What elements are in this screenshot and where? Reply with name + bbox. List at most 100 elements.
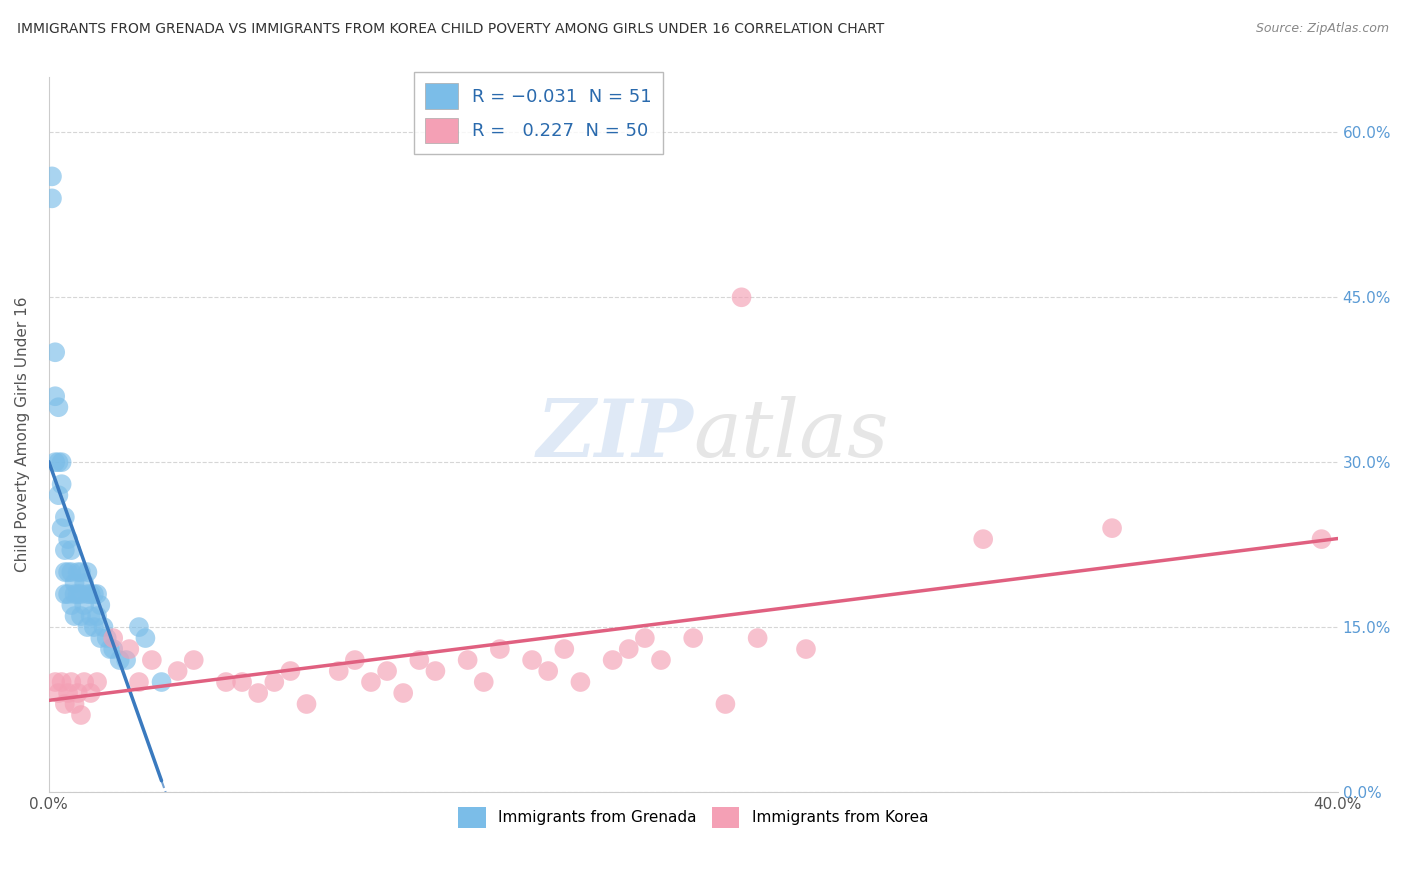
Point — [79, 686, 101, 700]
Point — [66, 565, 89, 579]
Point — [76, 565, 98, 579]
Point — [166, 664, 188, 678]
Point — [63, 609, 86, 624]
Point — [108, 653, 131, 667]
Point — [51, 455, 73, 469]
Point — [457, 653, 479, 667]
Point — [141, 653, 163, 667]
Point — [650, 653, 672, 667]
Point — [76, 620, 98, 634]
Point — [183, 653, 205, 667]
Point — [53, 587, 76, 601]
Point — [51, 675, 73, 690]
Point — [747, 631, 769, 645]
Point — [60, 675, 83, 690]
Point — [537, 664, 560, 678]
Point — [553, 642, 575, 657]
Text: IMMIGRANTS FROM GRENADA VS IMMIGRANTS FROM KOREA CHILD POVERTY AMONG GIRLS UNDER: IMMIGRANTS FROM GRENADA VS IMMIGRANTS FR… — [17, 22, 884, 37]
Point — [53, 510, 76, 524]
Point — [48, 488, 70, 502]
Point — [79, 587, 101, 601]
Point — [51, 521, 73, 535]
Point — [56, 587, 79, 601]
Point — [392, 686, 415, 700]
Point — [118, 642, 141, 657]
Point — [60, 543, 83, 558]
Point — [1310, 532, 1333, 546]
Point — [51, 477, 73, 491]
Point — [128, 620, 150, 634]
Point — [44, 389, 66, 403]
Point — [714, 697, 737, 711]
Point — [103, 631, 125, 645]
Point — [375, 664, 398, 678]
Point — [520, 653, 543, 667]
Point — [48, 686, 70, 700]
Point — [730, 290, 752, 304]
Point — [150, 675, 173, 690]
Point — [53, 565, 76, 579]
Point — [280, 664, 302, 678]
Point — [73, 675, 96, 690]
Point — [41, 169, 63, 184]
Point — [972, 532, 994, 546]
Point — [76, 587, 98, 601]
Point — [89, 631, 111, 645]
Point — [263, 675, 285, 690]
Point — [48, 401, 70, 415]
Point — [63, 576, 86, 591]
Point — [472, 675, 495, 690]
Point — [96, 631, 118, 645]
Point — [489, 642, 512, 657]
Text: atlas: atlas — [693, 396, 889, 474]
Point — [79, 609, 101, 624]
Point — [343, 653, 366, 667]
Point — [60, 598, 83, 612]
Point — [86, 609, 108, 624]
Point — [44, 455, 66, 469]
Point — [83, 587, 105, 601]
Point — [408, 653, 430, 667]
Point — [682, 631, 704, 645]
Point — [295, 697, 318, 711]
Point — [103, 642, 125, 657]
Point — [63, 587, 86, 601]
Point — [44, 345, 66, 359]
Point — [602, 653, 624, 667]
Point — [70, 587, 93, 601]
Point — [360, 675, 382, 690]
Text: Source: ZipAtlas.com: Source: ZipAtlas.com — [1256, 22, 1389, 36]
Point — [617, 642, 640, 657]
Point — [73, 598, 96, 612]
Point — [60, 565, 83, 579]
Point — [215, 675, 238, 690]
Point — [247, 686, 270, 700]
Point — [115, 653, 138, 667]
Point — [70, 565, 93, 579]
Point — [63, 697, 86, 711]
Point — [66, 587, 89, 601]
Y-axis label: Child Poverty Among Girls Under 16: Child Poverty Among Girls Under 16 — [15, 297, 30, 573]
Point — [1101, 521, 1123, 535]
Point — [134, 631, 156, 645]
Point — [73, 576, 96, 591]
Point — [48, 455, 70, 469]
Point — [53, 697, 76, 711]
Point — [794, 642, 817, 657]
Point — [425, 664, 447, 678]
Point — [56, 565, 79, 579]
Point — [53, 543, 76, 558]
Point — [70, 708, 93, 723]
Point — [41, 191, 63, 205]
Point — [56, 686, 79, 700]
Point — [231, 675, 253, 690]
Point — [44, 675, 66, 690]
Point — [328, 664, 350, 678]
Point — [56, 532, 79, 546]
Point — [86, 675, 108, 690]
Point — [89, 598, 111, 612]
Point — [86, 587, 108, 601]
Point — [93, 620, 115, 634]
Point — [66, 686, 89, 700]
Point — [70, 609, 93, 624]
